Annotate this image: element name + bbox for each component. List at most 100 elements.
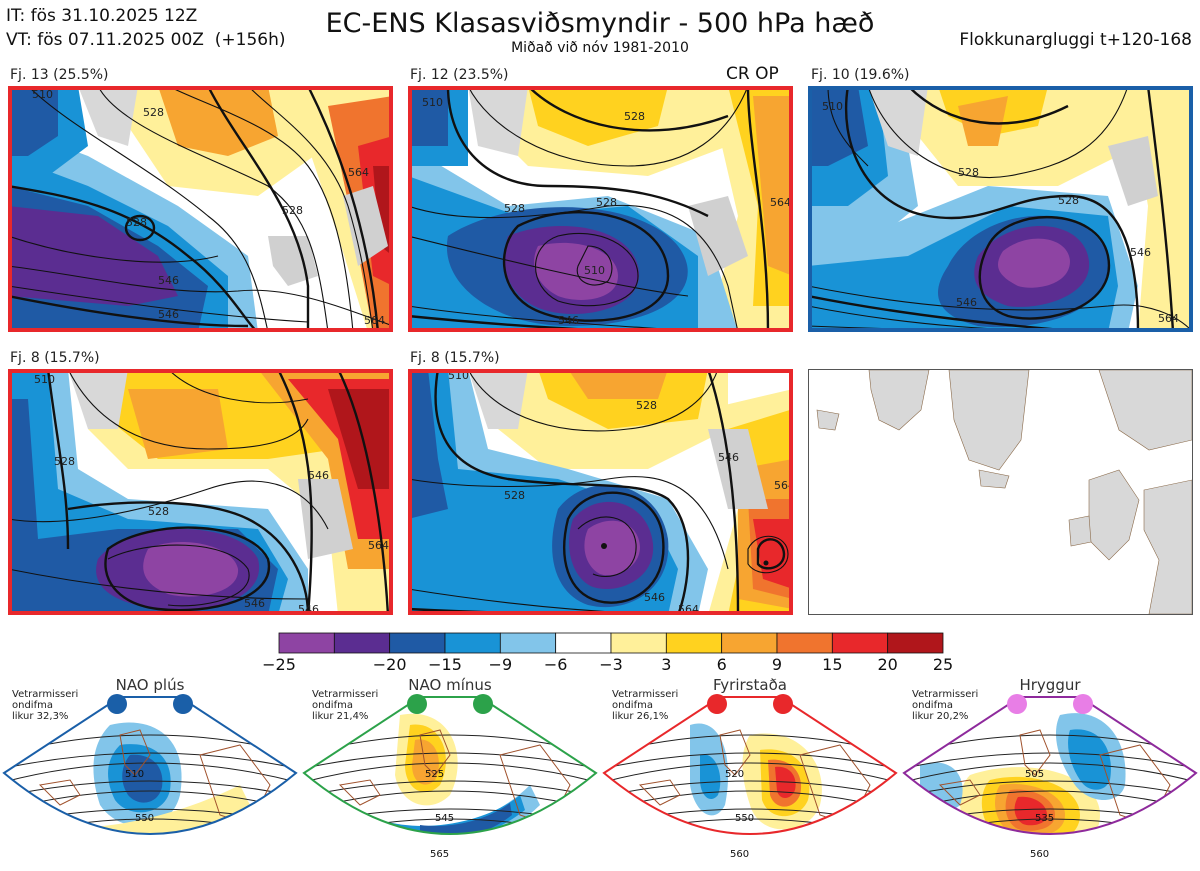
regime-contour-label: 525 [425,769,444,780]
colorbar-tick-label: −20 [372,655,407,674]
regime-note: Vetrarmisseri ondifma likur 26,1% [612,689,679,722]
contour-label: 564 [364,314,385,327]
regime-marker-dot [107,694,127,714]
height-contour [604,752,896,770]
empty-basemap-graphic [809,370,1192,614]
anomaly-fill [1068,729,1111,790]
anomaly-fill [775,766,796,799]
height-contour [0,847,300,867]
height-contour [600,847,900,867]
colorbar-swatch [278,632,335,654]
cluster-map-1: 510 528 528 546 564 564 546 528 [8,86,393,332]
colorbar-swatch [555,632,612,654]
regime-marker-dot [407,694,427,714]
cluster-map-3-graphic: 510 528 528 546 546 564 [808,86,1193,332]
panel-4-label: Fj. 8 (15.7%) [10,350,100,366]
contour-label: 528 [596,196,617,209]
contour-label: 564 [774,479,793,492]
colorbar-tick-label: 20 [877,655,898,674]
contour-label: 546 [244,597,265,610]
regime-title: Fyrirstaða [713,676,787,694]
contour-label: 528 [636,399,657,412]
colorbar-tick-label: −9 [488,655,513,674]
contour-label: 528 [282,204,303,217]
page-title: EC-ENS Klasasviðsmyndir - 500 hPa hæð [325,8,875,39]
colorbar-tick-label: −3 [599,655,623,674]
regime-note: Vetrarmisseri ondifma likur 32,3% [12,689,79,722]
contour-label: 546 [956,296,977,309]
height-contour [4,780,296,798]
cluster-map-3: 510 528 528 546 546 564 [808,86,1193,332]
regime-contour-label: 510 [125,769,144,780]
panel-5-label: Fj. 8 (15.7%) [410,350,500,366]
cluster-map-2: 510 528 528 546 564 528 510 [408,86,793,332]
sector-outline [902,696,1198,835]
contour-label: 564 [368,539,389,552]
colorbar-swatch [776,632,833,654]
colorbar-swatch [444,632,501,654]
height-contour [4,752,296,770]
contour-label: 546 [1130,246,1151,259]
panel-1-label: Fj. 13 (25.5%) [10,67,109,83]
anomaly-fill [420,803,512,834]
colorbar-swatch [665,632,723,654]
height-contour [604,780,896,798]
height-contour [4,762,296,784]
contour-label: 528 [126,216,147,229]
anomaly-fill [1014,796,1047,826]
valid-time: VT: fös 07.11.2025 00Z (+156h) [6,30,286,50]
cluster-map-1-border [8,86,393,332]
regime-title: NAO plús [115,676,185,694]
colorbar-swatch [831,632,889,654]
anomaly-fill [700,754,721,800]
contour-label: 564 [348,166,369,179]
regime-contour-label: 520 [725,769,744,780]
contour-label: 528 [958,166,979,179]
colorbar-swatch [887,632,944,654]
regime-contour-label: 565 [430,849,449,860]
contour-label: 528 [148,505,169,518]
init-time: IT: fös 31.10.2025 12Z [6,6,198,26]
regime-contour-label: 560 [730,849,749,860]
colorbar-tick-label: −6 [543,655,568,674]
height-contour [904,780,1196,798]
panel-2-label: Fj. 12 (23.5%) [410,67,509,83]
regime-sector-map: 525 545 565 [302,696,598,860]
empty-basemap [808,369,1193,615]
contour-label: 546 [644,591,665,604]
regime-contour-label: 550 [135,813,154,824]
height-contour [904,762,1196,784]
regime-sector-map: 520 550 560 [600,696,900,867]
panel-2-tag: CR OP [726,64,779,84]
panel-3-label: Fj. 10 (19.6%) [811,67,910,83]
cluster-map-3-border [808,86,1193,332]
regime-marker-dot [773,694,793,714]
contour-label: 546 [718,451,739,464]
sector-outline [602,696,898,835]
height-contour [900,847,1200,867]
anomaly-fill [1010,863,1038,870]
regime-contour-label: 560 [1030,849,1049,860]
colorbar-swatch [721,632,778,654]
contour-label: 546 [558,314,579,327]
contour-label: 528 [1058,194,1079,207]
cluster-map-1-graphic: 510 528 528 546 564 564 546 528 [8,86,393,332]
regime-note: Vetrarmisseri ondifma likur 20,2% [912,689,979,722]
height-contour [604,762,896,784]
colorbar-tick-label: 3 [661,655,672,674]
height-contour [0,837,300,853]
page-subtitle: Miðað við nóv 1981-2010 [511,40,689,56]
regime-contour-label: 535 [1035,813,1054,824]
colorbar-tick-label: 15 [822,655,843,674]
colorbar-tick-label: −15 [428,655,462,674]
contour-label: 528 [504,202,525,215]
contour-label: 510 [584,264,605,277]
contour-label: 546 [158,274,179,287]
cluster-map-4: 510 528 528 546 546 564 546 [8,369,393,615]
height-contour [600,837,900,853]
sector-outline [2,696,298,835]
height-contour [904,752,1196,770]
sector-outline [302,696,598,835]
colorbar-tick-label: 6 [716,655,727,674]
contour-label: 528 [624,110,645,123]
